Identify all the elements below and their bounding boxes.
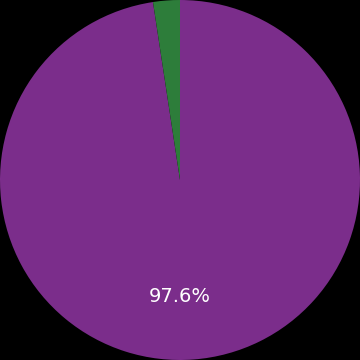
Text: 97.6%: 97.6% [149,288,211,306]
Wedge shape [153,0,180,180]
